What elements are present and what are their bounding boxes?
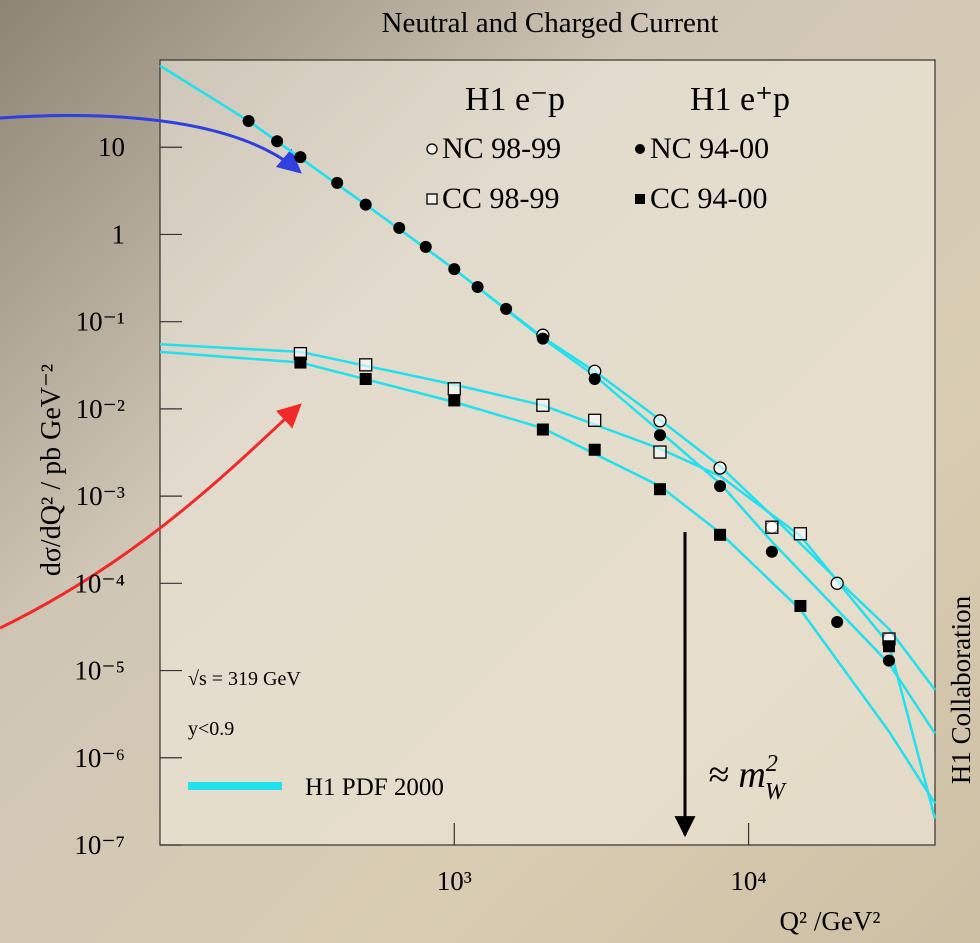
data-point — [882, 640, 895, 653]
data-point — [536, 423, 549, 436]
legend-label: H1 PDF 2000 — [305, 774, 444, 801]
data-point — [653, 445, 667, 459]
data-point — [793, 527, 808, 541]
data-point — [419, 240, 432, 253]
data-point — [653, 483, 666, 496]
data-point — [294, 151, 307, 164]
data-point — [536, 398, 550, 412]
pointer-arrow — [0, 114, 302, 174]
y-tick-label: 10⁻³ — [76, 481, 125, 511]
plot-frame — [159, 59, 936, 846]
data-point — [271, 135, 284, 148]
legend-header: H1 e⁺p — [690, 81, 790, 118]
data-point — [765, 520, 779, 534]
data-point — [588, 373, 601, 386]
plot-area — [160, 60, 935, 845]
data-point — [448, 394, 461, 407]
x-tick-label: 10⁴ — [730, 866, 766, 896]
data-point — [359, 198, 372, 211]
y-tick-label: 10 — [98, 132, 125, 162]
data-point — [447, 382, 461, 396]
annotation: √s = 319 GeV — [188, 668, 301, 690]
data-point — [794, 599, 807, 612]
legend-label: CC 94-00 — [650, 182, 768, 215]
mass-label-base: ≈ m — [708, 754, 766, 796]
annotation: y<0.9 — [188, 718, 234, 740]
data-point — [588, 443, 601, 456]
pointer-arrow — [0, 403, 302, 630]
data-point — [536, 332, 549, 345]
data-point — [331, 176, 344, 189]
data-point — [359, 358, 373, 372]
data-point — [448, 263, 461, 276]
y-tick-label: 10⁻⁷ — [74, 830, 125, 860]
legend-label: NC 98-99 — [442, 132, 561, 165]
legend-marker — [635, 194, 645, 204]
data-point — [471, 280, 484, 293]
data-point — [242, 114, 255, 127]
data-point — [830, 576, 844, 590]
y-tick-label: 10⁻⁶ — [74, 743, 125, 773]
x-tick-label: 10³ — [437, 866, 472, 896]
y-tick-label: 10⁻⁴ — [74, 568, 125, 598]
data-point — [294, 356, 307, 369]
data-point — [882, 654, 895, 667]
y-tick-label: 10⁻² — [76, 394, 125, 424]
legend-label: CC 98-99 — [442, 182, 560, 215]
data-point — [765, 545, 778, 558]
x-axis-label: Q² /GeV² — [780, 906, 881, 936]
mass-label: ≈ m2 W — [708, 751, 787, 805]
data-point — [714, 480, 727, 493]
legend-marker — [635, 144, 645, 154]
legend-marker — [426, 193, 438, 205]
data-point — [831, 616, 844, 629]
mass-label-sub: W — [765, 779, 787, 805]
legend-marker — [426, 143, 438, 155]
legend-label: NC 94-00 — [650, 132, 769, 165]
y-axis-label: dσ/dQ² / pb GeV⁻² — [36, 364, 67, 576]
data-point — [359, 373, 372, 386]
data-point — [714, 528, 727, 541]
data-point — [653, 414, 667, 428]
chart-title: Neutral and Charged Current — [382, 7, 719, 39]
mass-label-sup: 2 — [766, 751, 778, 777]
y-tick-label: 10⁻¹ — [76, 307, 125, 337]
y-tick-label: 1 — [112, 219, 126, 249]
y-tick-label: 10⁻⁵ — [74, 656, 125, 686]
data-point — [653, 429, 666, 442]
data-point — [500, 302, 513, 315]
side-label: H1 Collaboration — [946, 595, 976, 784]
fit-curve — [159, 64, 937, 735]
data-point — [588, 413, 602, 427]
data-point — [713, 461, 727, 475]
legend-header: H1 e⁻p — [465, 81, 565, 118]
data-point — [393, 221, 406, 234]
